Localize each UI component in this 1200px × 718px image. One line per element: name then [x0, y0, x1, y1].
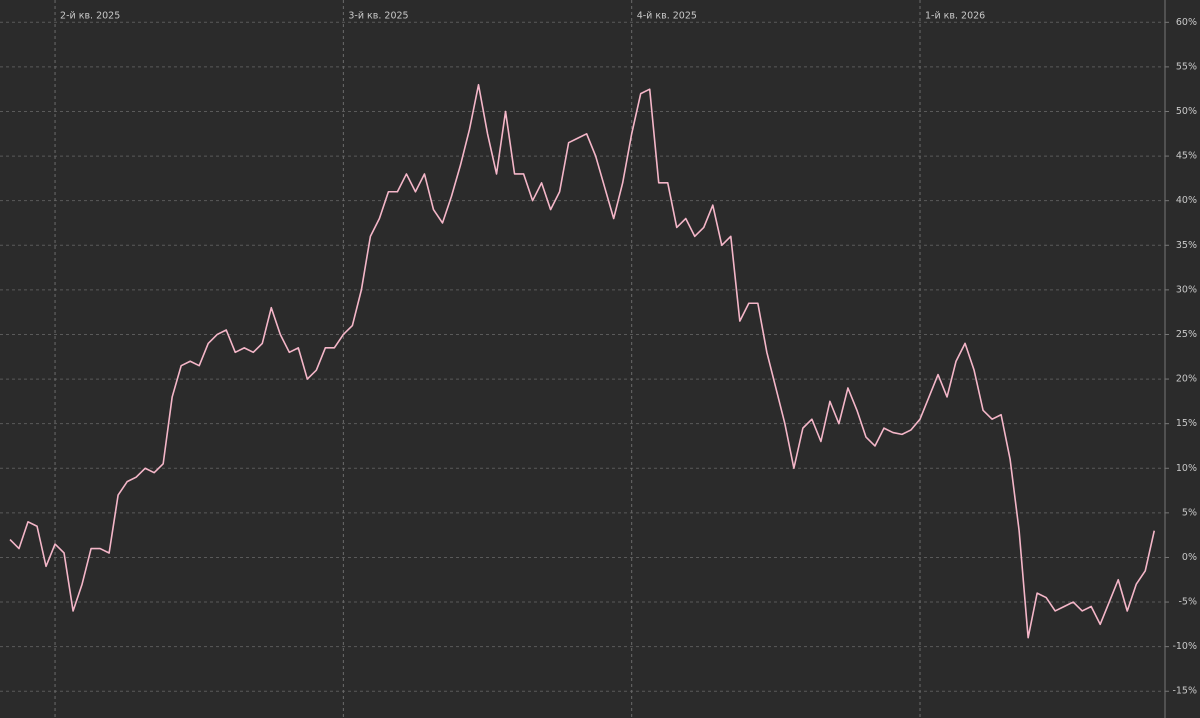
y-tick-label: 60%: [1176, 17, 1197, 28]
y-tick-label: 10%: [1176, 463, 1197, 474]
y-tick-label: 45%: [1176, 151, 1197, 162]
y-tick-label: -10%: [1172, 641, 1197, 652]
line: [9, 83, 1156, 639]
y-tick-label: 15%: [1176, 418, 1197, 429]
y-tick-label: 0%: [1182, 552, 1197, 563]
y-tick-label: 30%: [1176, 284, 1197, 295]
y-tick-label: -5%: [1179, 597, 1198, 608]
y-tick-label: 25%: [1176, 329, 1197, 340]
y-tick-label: 40%: [1176, 195, 1197, 206]
y-tick-label: 5%: [1182, 507, 1197, 518]
y-tick-label: 55%: [1176, 61, 1197, 72]
x-tick-label: 4-й кв. 2025: [637, 11, 697, 22]
x-tick-label: 2-й кв. 2025: [60, 11, 120, 22]
y-tick-label: -15%: [1172, 686, 1197, 697]
y-tick-label: 20%: [1176, 374, 1197, 385]
x-tick-label: 1-й кв. 2026: [925, 11, 985, 22]
y-tick-label: 35%: [1176, 240, 1197, 251]
x-tick-label: 3-й кв. 2025: [348, 11, 408, 22]
y-tick-label: 50%: [1176, 106, 1197, 117]
